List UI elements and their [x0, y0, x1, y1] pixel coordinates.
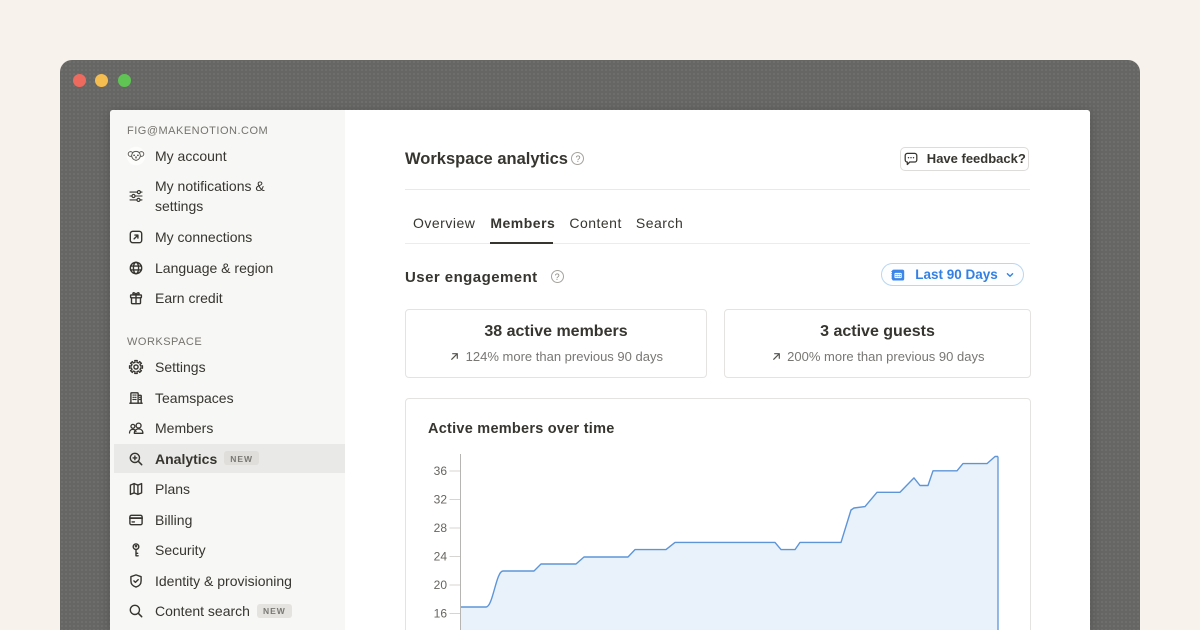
- svg-text:28: 28: [434, 521, 448, 535]
- svg-text:20: 20: [434, 578, 448, 592]
- svg-text:16: 16: [434, 607, 448, 621]
- svg-text:36: 36: [434, 464, 448, 478]
- svg-text:32: 32: [434, 493, 448, 507]
- svg-text:24: 24: [434, 550, 448, 564]
